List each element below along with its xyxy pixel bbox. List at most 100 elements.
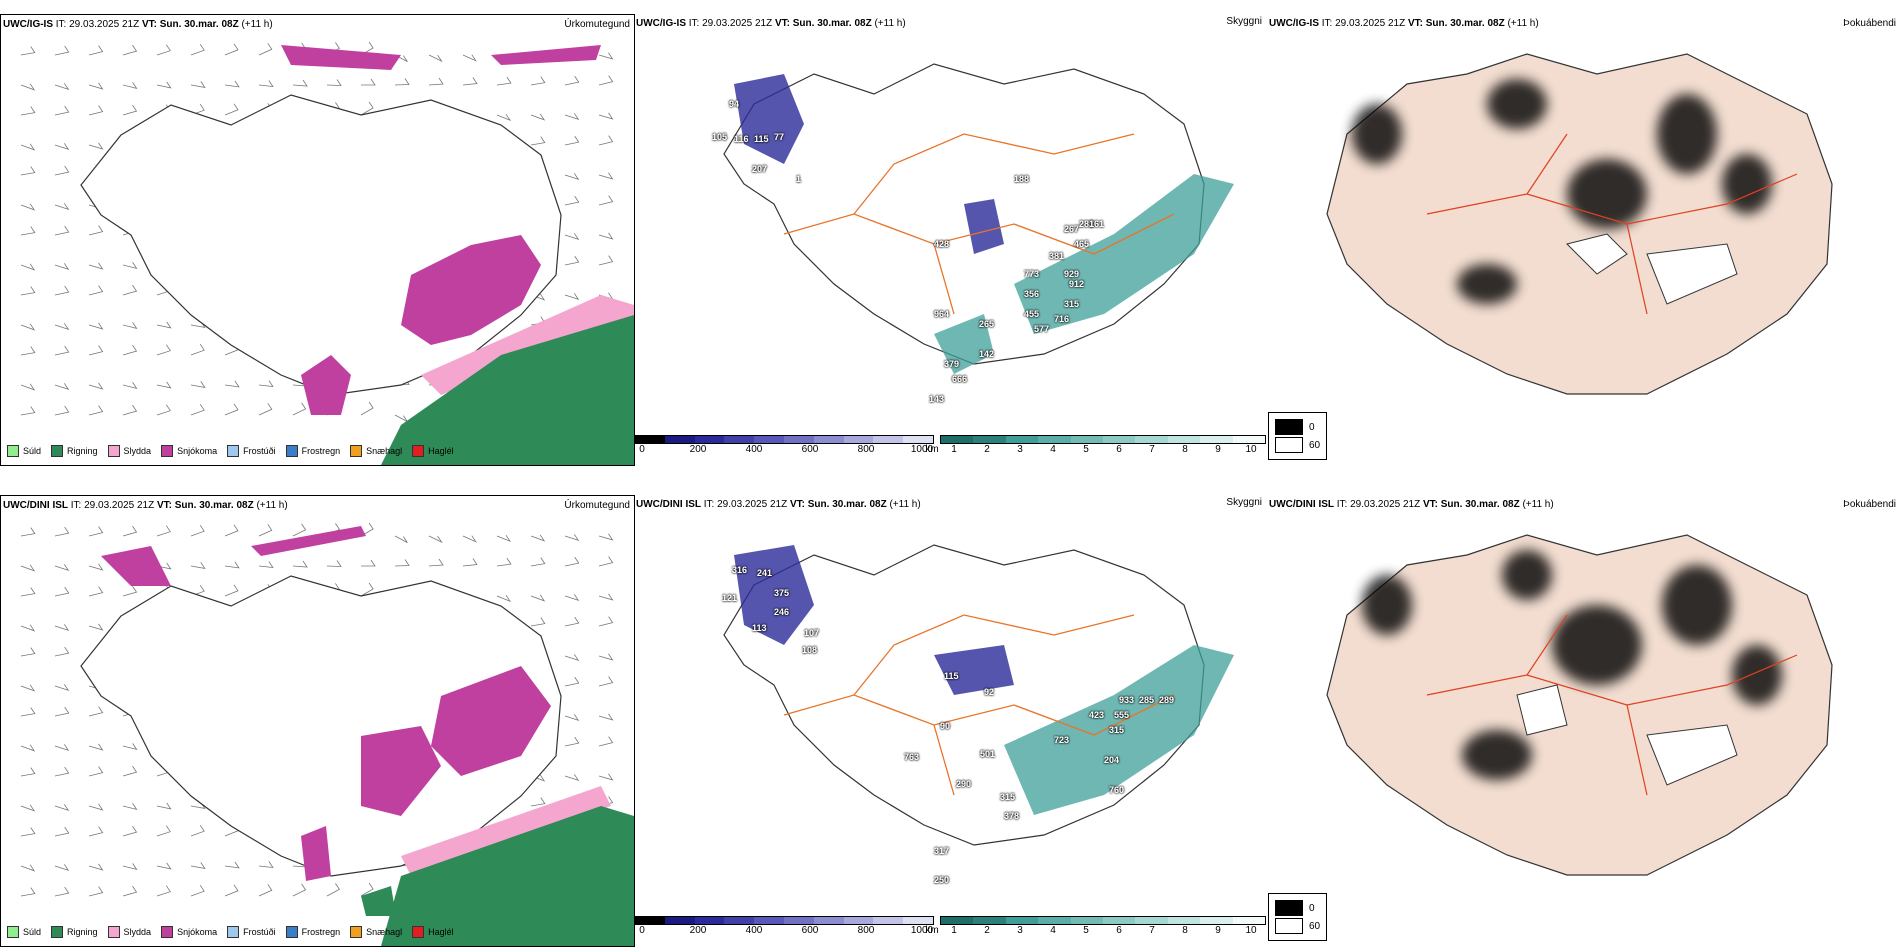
scale-tick: 0 <box>639 444 645 455</box>
wind-barb <box>428 54 443 63</box>
scale-tick: 9 <box>1215 925 1221 936</box>
scale-tick: 8 <box>1182 444 1188 455</box>
wind-barb <box>564 534 580 542</box>
scale-tick: 7 <box>1149 925 1155 936</box>
scale-tick: 10 <box>1245 444 1257 455</box>
wind-barb <box>88 586 104 597</box>
legend-item: Frostregn <box>285 445 340 457</box>
scale-tick: 0 <box>639 925 645 936</box>
wind-barb <box>530 534 546 542</box>
scale-tick: 10 <box>1245 925 1257 936</box>
wind-barb <box>20 166 36 176</box>
wind-barb <box>122 104 138 116</box>
wind-barb <box>20 744 36 752</box>
wind-barb <box>530 136 546 146</box>
wind-barb <box>122 262 138 270</box>
panel-title: Úrkomutegund <box>564 19 630 30</box>
scale-tick: 5 <box>1083 925 1089 936</box>
cloud-base-label: 381 <box>1049 251 1065 261</box>
wind-barb <box>190 343 205 356</box>
wind-barb <box>530 557 546 567</box>
precip-legend: Súld Rigning Slydda Snjókoma Frostúði Frostre… <box>7 445 454 457</box>
wind-barb <box>20 406 36 416</box>
legend-item: Haglél <box>412 926 454 938</box>
wind-barb <box>88 563 104 571</box>
wind-barb <box>20 587 36 597</box>
visibility-ticks: km 1 2 3 4 5 6 7 8 9 10 <box>925 444 1257 455</box>
cloud-base-label: 455 <box>1024 309 1040 319</box>
wind-barb <box>88 803 104 811</box>
wind-barb <box>224 524 239 537</box>
snow-area <box>301 355 351 415</box>
legend-label: Snjókoma <box>177 446 218 456</box>
wind-barb <box>224 884 239 897</box>
scale-tick: 8 <box>1182 925 1188 936</box>
cloud-base-label: 723 <box>1054 735 1070 745</box>
wind-barb <box>54 706 70 717</box>
scale-tick: 800 <box>857 925 875 936</box>
cloud-base-label: 116 <box>734 134 749 144</box>
legend-swatch <box>7 445 19 457</box>
visibility-panel-row1: UWC/IG-IS IT: 29.03.2025 21Z VT: Sun. 30… <box>634 14 1266 464</box>
cloud-base-label: 90 <box>940 721 951 731</box>
legend-label: Snæhagl <box>366 446 403 456</box>
wind-barb <box>20 383 36 391</box>
wind-barb <box>54 526 70 537</box>
wind-barb <box>122 765 138 777</box>
scale-tick: 800 <box>857 444 875 455</box>
scale-tick: 400 <box>745 925 763 936</box>
wind-barb <box>156 81 172 89</box>
wind-barb <box>598 255 614 266</box>
wind-barb <box>394 78 410 86</box>
cloud-base-colorbar <box>634 435 934 444</box>
legend-item: Snjókoma <box>161 445 217 457</box>
wind-barb <box>462 558 478 567</box>
wind-barb <box>54 804 70 812</box>
cloud-base-label: 207 <box>752 164 768 174</box>
cloud-base-label: 289 <box>1159 695 1175 705</box>
cloud-base-colorbar <box>634 916 934 925</box>
wind-barb <box>122 44 138 56</box>
wind-barb <box>360 101 374 116</box>
scale-tick: 1 <box>951 925 957 936</box>
wind-barb <box>88 322 104 330</box>
wind-barb <box>122 525 138 537</box>
wind-barb <box>122 344 138 356</box>
precip-legend: Súld Rigning Slydda Snjókoma Frostúði Frostre… <box>7 926 454 938</box>
cloud-base-label: 666 <box>952 374 968 384</box>
wind-barb <box>54 624 70 632</box>
wind-barb <box>88 285 104 296</box>
cloud-base-label: 423 <box>1089 710 1105 720</box>
wind-barb <box>54 564 70 572</box>
cloud-base-label: 265 <box>979 319 995 329</box>
wind-barb <box>598 533 614 541</box>
wind-barb <box>20 263 36 271</box>
wind-barb <box>258 403 273 416</box>
wind-barb <box>20 527 36 537</box>
wind-barb <box>54 165 70 176</box>
wind-barb <box>326 79 342 86</box>
fog-panel-row2: UWC/DINI ISL IT: 29.03.2025 21Z VT: Sun.… <box>1267 495 1900 945</box>
legend-item: Haglél <box>412 445 454 457</box>
cloud-base-label: 760 <box>1109 785 1125 795</box>
scale-tick: 600 <box>801 925 819 936</box>
scale-tick: 5 <box>1083 444 1089 455</box>
cloud-base-label: 188 <box>1014 174 1030 184</box>
wind-barb <box>156 862 172 870</box>
visibility-scale: km 1 2 3 4 5 6 7 8 9 10 <box>925 916 1266 939</box>
legend-swatch <box>227 926 240 938</box>
wind-barb <box>394 414 408 422</box>
wind-barb <box>88 45 104 56</box>
legend-swatch <box>51 445 64 457</box>
wind-barb <box>190 862 206 869</box>
panel-title: Þokuábendi <box>1843 18 1896 29</box>
cloud-base-label: 204 <box>1104 755 1120 765</box>
wind-barb <box>360 582 374 597</box>
wind-barb <box>88 886 104 897</box>
scale-tick: 1 <box>951 444 957 455</box>
wind-barb <box>598 593 614 601</box>
cloud-base-label: 379 <box>944 359 960 369</box>
cloud-base-label: 763 <box>904 752 920 762</box>
wind-barb <box>54 766 70 777</box>
wind-barb <box>20 647 36 657</box>
